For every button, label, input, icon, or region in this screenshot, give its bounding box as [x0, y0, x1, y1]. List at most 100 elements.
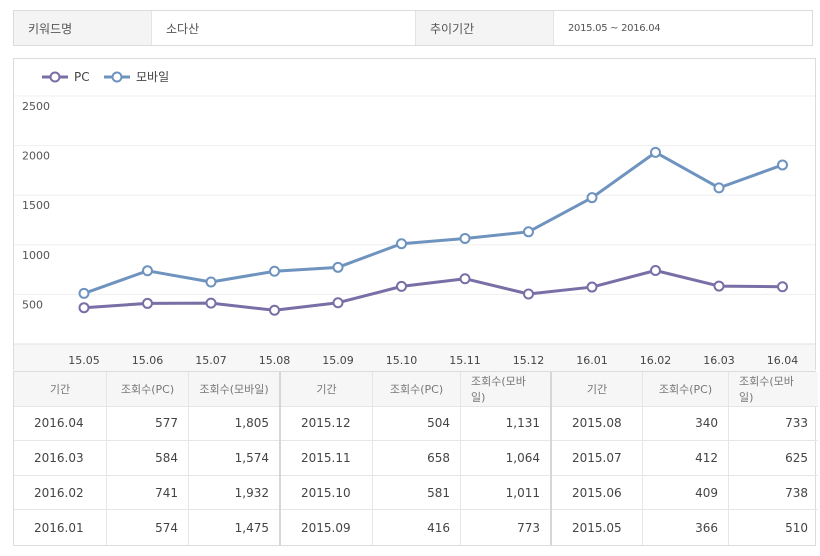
cell-date: 2015.12 [281, 406, 373, 441]
data-point-pc [713, 280, 725, 292]
cell-date: 2016.01 [14, 510, 107, 546]
data-point-pc [269, 304, 280, 316]
cell-pc: 366 [643, 510, 729, 546]
period-label: 추이기간 [415, 11, 553, 45]
data-point-mobile [396, 238, 407, 250]
table-row: 2015.12 504 1,131 [281, 406, 550, 442]
series-line-pc [83, 268, 783, 312]
cell-pc: 409 [643, 475, 729, 510]
x-tick-label: 16.01 [576, 354, 608, 367]
cell-pc: 741 [107, 475, 189, 510]
data-point-mobile [586, 192, 598, 204]
legend-label: PC [74, 70, 90, 84]
cell-pc: 412 [643, 441, 729, 475]
chart-container: 2500 2000 1500 1000 500 15.05 15.06 15.07 15.08 1… [13, 58, 816, 371]
cell-date: 2016.02 [14, 475, 107, 510]
cell-date: 2015.05 [552, 510, 643, 546]
cell-mobile: 1,064 [505, 451, 540, 466]
cell-date: 2015.09 [281, 510, 373, 546]
table-group-3: 기간 조회수(PC) 조회수(모바일) 2015.08 340 733 2015… [552, 372, 818, 546]
cell-mobile: 1,932 [234, 485, 269, 500]
keyword-label: 키워드명 [14, 11, 151, 45]
x-tick-label: 15.12 [513, 354, 545, 367]
y-tick-label: 1500 [22, 199, 50, 212]
cell-mobile: 1,131 [505, 416, 540, 431]
table-row: 2016.03 584 1,574 [14, 441, 279, 476]
cell-mobile: 1,011 [505, 485, 540, 500]
data-point-mobile [777, 159, 788, 171]
x-tick-label: 15.11 [449, 354, 481, 367]
data-point-mobile [650, 146, 661, 158]
header-pc: 조회수(PC) [373, 372, 461, 406]
table-row: 2015.08 340 733 [552, 406, 818, 442]
header-pc: 조회수(PC) [643, 372, 729, 406]
info-bar: 키워드명 소다산 추이기간 2015.05 ~ 2016.04 [13, 10, 813, 46]
trend-chart: 2500 2000 1500 1000 500 15.05 15.06 15.07 15.08 1… [14, 70, 815, 371]
data-table: 기간 조회수(PC) 조회수(모바일) 2016.04 577 1,805 20… [13, 371, 818, 546]
table-row: 2015.06 409 738 [552, 475, 818, 511]
x-tick-label: 15.06 [132, 354, 164, 367]
cell-pc: 577 [107, 406, 189, 441]
table-header: 기간 조회수(PC) 조회수(모바일) [14, 372, 279, 407]
data-point-mobile [713, 182, 725, 194]
table-row: 2015.07 412 625 [552, 441, 818, 476]
data-point-pc [650, 264, 661, 276]
y-tick-label: 1000 [22, 249, 50, 262]
cell-date: 2016.04 [14, 406, 107, 441]
table-header: 기간 조회수(PC) 조회수(모바일) [552, 372, 818, 407]
cell-date: 2015.11 [281, 441, 373, 475]
cell-pc: 504 [373, 406, 461, 441]
cell-date: 2015.07 [552, 441, 643, 475]
data-point-pc [523, 288, 534, 300]
data-point-mobile [205, 276, 217, 288]
x-tick-label: 16.03 [703, 354, 735, 367]
cell-mobile: 773 [517, 520, 540, 535]
data-point-pc [586, 281, 598, 293]
period-value: 2015.05 ~ 2016.04 [553, 11, 812, 45]
x-tick-label: 15.07 [195, 354, 227, 367]
table-row: 2015.09 416 773 [281, 510, 550, 546]
cell-date: 2015.08 [552, 406, 643, 441]
legend-marker [111, 71, 123, 83]
header-mobile: 조회수(모바일) [739, 374, 794, 404]
data-point-mobile [523, 226, 534, 238]
table-row: 2016.04 577 1,805 [14, 406, 279, 442]
table-header: 기간 조회수(PC) 조회수(모바일) [281, 372, 550, 407]
x-axis-band [14, 344, 815, 371]
table-group-1: 기간 조회수(PC) 조회수(모바일) 2016.04 577 1,805 20… [14, 372, 281, 546]
table-group-2: 기간 조회수(PC) 조회수(모바일) 2015.12 504 1,131 20… [281, 372, 552, 546]
cell-mobile: 733 [785, 416, 808, 431]
header-date: 기간 [14, 372, 107, 406]
data-point-pc [332, 297, 344, 309]
data-point-pc [142, 297, 153, 309]
x-tick-label: 16.02 [640, 354, 672, 367]
cell-pc: 584 [107, 441, 189, 475]
data-point-mobile [269, 265, 280, 277]
x-tick-label: 15.09 [322, 354, 354, 367]
data-point-pc [205, 297, 217, 309]
cell-pc: 340 [643, 406, 729, 441]
series-line-mobile [83, 150, 784, 295]
x-tick-label: 15.08 [259, 354, 291, 367]
cell-mobile: 738 [785, 485, 808, 500]
data-point-mobile [459, 232, 471, 244]
header-date: 기간 [552, 372, 643, 406]
cell-mobile: 625 [785, 451, 808, 466]
cell-pc: 658 [373, 441, 461, 475]
cell-pc: 416 [373, 510, 461, 546]
y-tick-label: 2500 [22, 100, 50, 113]
keyword-value: 소다산 [151, 11, 415, 45]
legend-marker [49, 71, 61, 83]
data-point-mobile [142, 265, 153, 277]
cell-mobile: 1,475 [234, 520, 269, 535]
data-point-pc [78, 302, 90, 314]
y-tick-label: 500 [22, 298, 43, 311]
header-mobile: 조회수(모바일) [199, 382, 269, 396]
table-row: 2016.02 741 1,932 [14, 475, 279, 511]
table-row: 2016.01 574 1,475 [14, 510, 279, 546]
table-row: 2015.05 366 510 [552, 510, 818, 546]
header-mobile: 조회수(모바일) [471, 374, 526, 404]
cell-date: 2016.03 [14, 441, 107, 475]
header-pc: 조회수(PC) [107, 372, 189, 406]
cell-date: 2015.10 [281, 475, 373, 510]
